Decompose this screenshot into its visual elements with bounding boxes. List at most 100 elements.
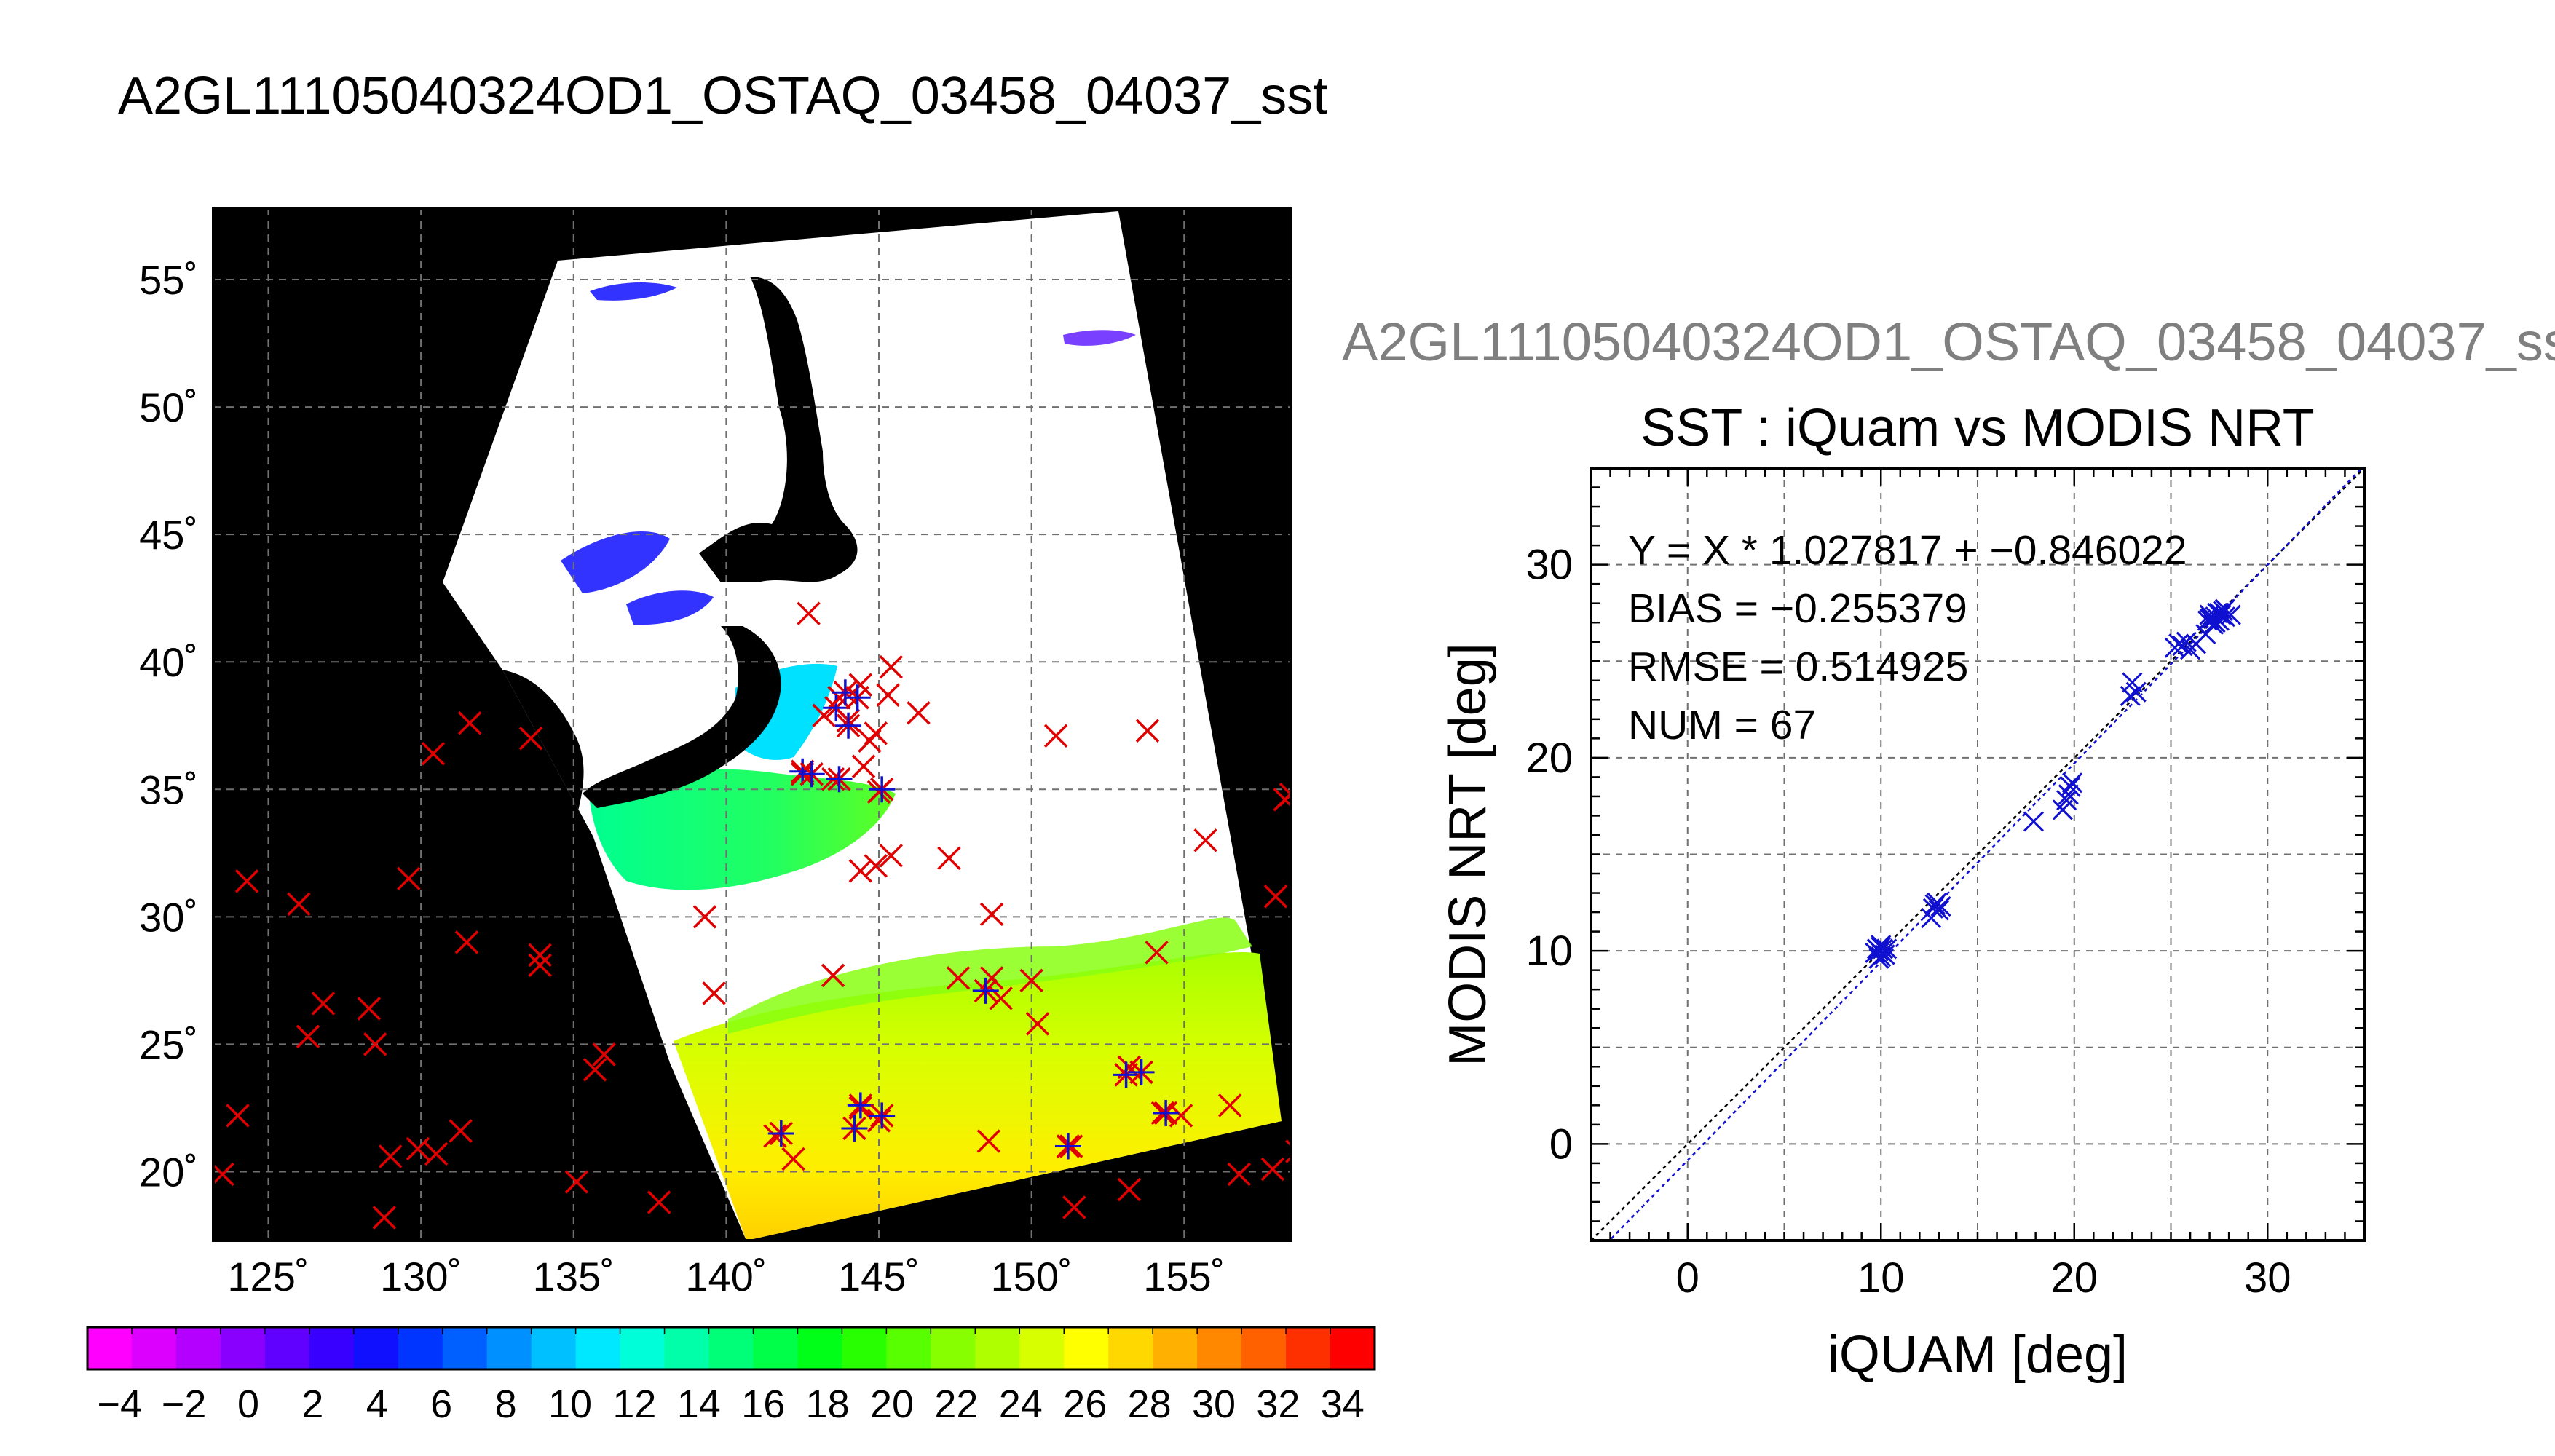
colorbar-cell	[531, 1327, 577, 1369]
matchup-marker	[879, 844, 904, 868]
map-lon-tick-label: 145˚	[838, 1254, 920, 1299]
colorbar-tick-label: 8	[495, 1382, 517, 1426]
colorbar-tick-label: 0	[237, 1382, 259, 1426]
matchup-marker	[876, 683, 900, 707]
scatter-point	[1868, 941, 1889, 962]
colorbar-tick-label: 26	[1063, 1382, 1107, 1426]
sst-cold-patch-east	[1063, 330, 1136, 346]
colorbar-cell	[87, 1327, 133, 1369]
matchup-marker-valid	[1153, 1099, 1180, 1126]
colorbar-tick-label: 34	[1321, 1382, 1365, 1426]
matchup-marker	[518, 727, 543, 751]
scatter-point	[1927, 892, 1948, 913]
colorbar-cells	[87, 1327, 1375, 1369]
colorbar-cell	[1108, 1327, 1153, 1369]
matchup-marker	[1279, 783, 1291, 807]
colorbar-cell	[886, 1327, 931, 1369]
map-matchup-markers	[213, 601, 1291, 1230]
matchup-marker	[946, 966, 971, 990]
colorbar-tick-label: 16	[741, 1382, 785, 1426]
scatter-x-tick-labels: 0 10 20 30	[1676, 1254, 2291, 1302]
matchup-marker-valid	[789, 758, 816, 785]
regression-fit-line	[1608, 468, 2364, 1241]
colorbar-tick-label: 30	[1192, 1382, 1236, 1426]
map-lat-tick-label: 30˚	[139, 894, 198, 940]
sst-map: 125˚ 130˚ 135˚ 140˚ 145˚ 150˚ 155˚ 55˚ 50˚ 45˚ 40…	[139, 207, 1292, 1299]
matchup-marker	[357, 997, 382, 1021]
matchup-marker	[592, 1042, 616, 1067]
colorbar-tick-label: 24	[999, 1382, 1043, 1426]
colorbar-tick-label: −4	[97, 1382, 142, 1426]
matchup-marker-valid	[847, 1092, 874, 1119]
matchup-marker	[979, 902, 1004, 927]
page-title: A2GL11105040324OD1_OSTAQ_03458_04037_sst	[118, 67, 1328, 125]
scatter-point	[1928, 900, 1949, 921]
colorbar-cell	[353, 1327, 399, 1369]
colorbar-tick-label: 20	[870, 1382, 914, 1426]
colorbar-tick-label: 18	[806, 1382, 850, 1426]
matchup-marker-valid	[869, 1102, 896, 1129]
colorbar-tick-label: 14	[677, 1382, 721, 1426]
scatter-point	[2062, 772, 2083, 794]
matchup-marker	[457, 711, 482, 735]
map-lat-tick-labels: 55˚ 50˚ 45˚ 40˚ 35˚ 30˚ 25˚ 20˚	[139, 257, 198, 1195]
map-lat-tick-label: 50˚	[139, 384, 198, 430]
matchup-marker	[1019, 968, 1043, 993]
colorbar-frame	[86, 1326, 1376, 1371]
matchup-marker-valid	[972, 977, 999, 1004]
land-honshu	[583, 626, 781, 808]
scatter-points	[1865, 598, 2241, 969]
matchup-marker	[1169, 1104, 1193, 1128]
matchup-marker	[879, 654, 904, 679]
map-frame	[212, 207, 1292, 1242]
matchup-marker	[397, 866, 421, 891]
num-stat: NUM = 67	[1628, 702, 1816, 748]
scatter-y-tick-label: 30	[1525, 542, 1573, 589]
matchup-marker	[1062, 1195, 1086, 1219]
matchup-marker-valid	[1128, 1059, 1155, 1085]
colorbar-cell	[131, 1327, 177, 1369]
land-sakhalin-hokkaido	[699, 277, 858, 582]
rmse-stat: RMSE = 0.514925	[1628, 644, 1968, 690]
matchup-marker	[1227, 1162, 1251, 1187]
scatter-point	[2060, 776, 2081, 797]
scatter-point	[2120, 685, 2141, 707]
sst-cold-patch-north	[561, 282, 714, 625]
colorbar-cell	[708, 1327, 754, 1369]
colorbar-cell	[753, 1327, 799, 1369]
matchup-marker-valid	[1054, 1133, 1081, 1160]
matchup-marker	[454, 930, 479, 954]
matchup-marker	[1117, 1177, 1142, 1202]
scatter-grid	[1591, 468, 2364, 1241]
colorbar-cell	[1153, 1327, 1198, 1369]
colorbar-cell	[442, 1327, 488, 1369]
matchup-marker	[528, 953, 552, 978]
sst-kuroshio-patch	[590, 769, 896, 890]
matchup-marker-valid	[767, 1120, 794, 1147]
colorbar-cell	[486, 1327, 532, 1369]
colorbar-cell	[620, 1327, 666, 1369]
matchup-marker	[287, 892, 311, 917]
scatter-point	[2023, 811, 2045, 832]
matchup-marker	[692, 905, 717, 929]
scatter-y-tick-label: 20	[1525, 735, 1573, 782]
scatter-title: SST : iQuam vs MODIS NRT	[1640, 399, 2315, 457]
matchup-marker	[1263, 885, 1288, 909]
colorbar-tick-label: 2	[301, 1382, 323, 1426]
colorbar-cell	[931, 1327, 976, 1369]
colorbar-tick-label: 22	[934, 1382, 978, 1426]
scatter-overtitle: A2GL11105040324OD1_OSTAQ_03458_04037_sst	[1342, 312, 2555, 372]
matchup-marker	[528, 943, 552, 968]
matchup-marker	[797, 601, 821, 625]
matchup-marker	[907, 701, 931, 725]
matchup-marker	[851, 754, 876, 779]
colorbar-cell	[1286, 1327, 1331, 1369]
matchup-marker	[311, 992, 336, 1016]
colorbar-tick-label: 12	[612, 1382, 656, 1426]
scatter-point	[2058, 784, 2079, 805]
matchup-marker	[583, 1058, 607, 1082]
scatter-point	[2125, 681, 2147, 703]
scatter-y-tick-labels: 0 10 20 30	[1525, 542, 1573, 1168]
map-lat-tick-label: 45˚	[139, 512, 198, 558]
